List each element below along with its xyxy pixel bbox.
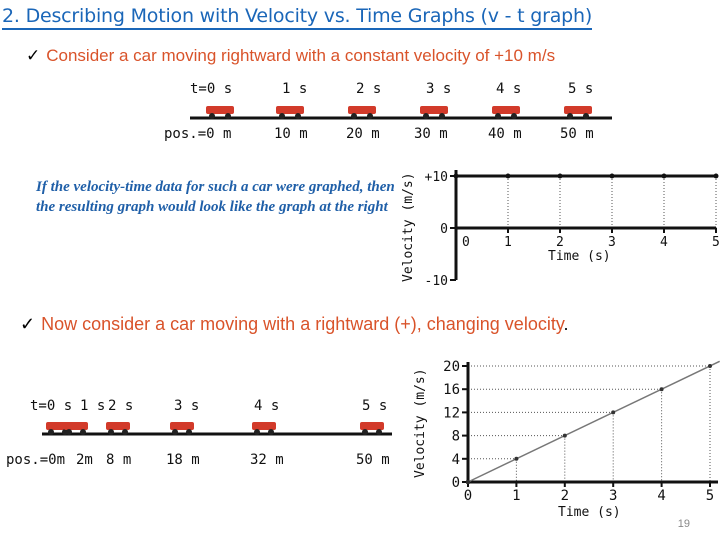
bullet-text: Consider a car moving rightward with a c… xyxy=(46,46,556,65)
car-diagram-accelerating: t=0 s 1 s 2 s 3 s 4 s 5 s pos.=0m 2m 8 m… xyxy=(6,398,392,468)
bullet-period: . xyxy=(563,314,569,334)
slide-title: 2. Describing Motion with Velocity vs. T… xyxy=(2,4,592,30)
position-label: pos.=0 m xyxy=(164,126,231,142)
y-tick-label: +10 xyxy=(425,170,448,185)
car-icon xyxy=(252,422,276,435)
time-label: 5 s xyxy=(568,81,593,97)
time-label: 5 s xyxy=(362,398,387,414)
data-point xyxy=(611,410,616,415)
bullet-constant-velocity: ✓ Consider a car moving rightward with a … xyxy=(26,46,555,66)
time-label: 3 s xyxy=(426,81,451,97)
y-tick-label: 12 xyxy=(443,405,460,421)
position-label: 2m xyxy=(76,452,93,468)
x-tick-label: 1 xyxy=(504,235,512,250)
car-diagram-constant: t=0 s 1 s 2 s 3 s 4 s 5 s pos.=0 m 10 m … xyxy=(164,81,612,142)
car-icon xyxy=(360,422,384,435)
y-axis-label: Velocity (m/s) xyxy=(401,172,416,282)
series-line xyxy=(467,360,721,483)
data-point xyxy=(661,173,667,179)
explanation-paragraph: If the velocity-time data for such a car… xyxy=(36,179,395,215)
car-icon xyxy=(170,422,194,435)
data-point xyxy=(505,173,511,179)
time-label: 4 s xyxy=(496,81,521,97)
position-label: 50 m xyxy=(560,126,594,142)
x-tick-label: 3 xyxy=(609,488,617,504)
x-tick-label: 5 xyxy=(712,235,720,250)
data-point xyxy=(514,456,519,461)
position-label: 20 m xyxy=(346,126,380,142)
y-tick-label: -10 xyxy=(425,274,448,289)
position-label: 10 m xyxy=(274,126,308,142)
position-label: 8 m xyxy=(106,452,131,468)
y-tick-label: 20 xyxy=(443,359,460,375)
checkmark-icon: ✓ xyxy=(26,46,41,65)
position-label: 18 m xyxy=(166,452,200,468)
data-point xyxy=(453,173,459,179)
data-point xyxy=(713,173,719,179)
data-point xyxy=(708,364,712,368)
x-tick-label: 4 xyxy=(660,235,668,250)
velocity-time-graph-constant: Velocity (m/s) +10 0 -10 0 1 2 3 4 5 Time (s) xyxy=(401,170,720,289)
y-axis-label: Velocity (m/s) xyxy=(413,368,428,478)
bullet-text: Now consider a car moving with a rightwa… xyxy=(41,314,564,334)
x-tick-label: 4 xyxy=(657,488,665,504)
position-label: pos.=0m xyxy=(6,452,65,468)
bullet-changing-velocity: ✓ Now consider a car moving with a rightw… xyxy=(20,314,569,335)
car-icon xyxy=(564,106,592,119)
car-icon xyxy=(276,106,304,119)
time-label: 4 s xyxy=(254,398,279,414)
x-tick-label: 3 xyxy=(608,235,616,250)
car-icon xyxy=(106,422,130,435)
car-icon xyxy=(64,422,88,435)
data-point xyxy=(557,173,563,179)
data-point xyxy=(659,387,664,392)
x-tick-label: 0 xyxy=(462,235,470,250)
x-tick-label: 1 xyxy=(512,488,520,504)
car-icon xyxy=(348,106,376,119)
x-axis-label: Time (s) xyxy=(548,249,611,264)
x-tick-label: 2 xyxy=(556,235,564,250)
y-tick-label: 0 xyxy=(440,222,448,237)
page-number: 19 xyxy=(677,518,690,530)
y-tick-label: 8 xyxy=(452,429,460,445)
time-label: 3 s xyxy=(174,398,199,414)
time-label: 1 s xyxy=(282,81,307,97)
data-point xyxy=(609,173,615,179)
position-label: 32 m xyxy=(250,452,284,468)
car-icon xyxy=(206,106,234,119)
position-label: 40 m xyxy=(488,126,522,142)
position-label: 30 m xyxy=(414,126,448,142)
x-tick-label: 5 xyxy=(706,488,714,504)
x-tick-label: 2 xyxy=(561,488,569,504)
time-label: t=0 s xyxy=(190,81,232,97)
checkmark-icon: ✓ xyxy=(20,314,36,334)
time-label: 2 s xyxy=(108,398,133,414)
data-point xyxy=(562,433,567,438)
data-point xyxy=(466,480,470,484)
car-icon xyxy=(420,106,448,119)
y-tick-label: 0 xyxy=(452,475,460,491)
time-label: 2 s xyxy=(356,81,381,97)
x-axis-label: Time (s) xyxy=(558,505,621,520)
car-icon xyxy=(492,106,520,119)
position-label: 50 m xyxy=(356,452,390,468)
y-tick-label: 4 xyxy=(452,452,460,468)
y-tick-label: 16 xyxy=(443,382,460,398)
x-tick-label: 0 xyxy=(464,488,472,504)
time-label: 1 s xyxy=(80,398,105,414)
time-label: t=0 s xyxy=(30,398,72,414)
